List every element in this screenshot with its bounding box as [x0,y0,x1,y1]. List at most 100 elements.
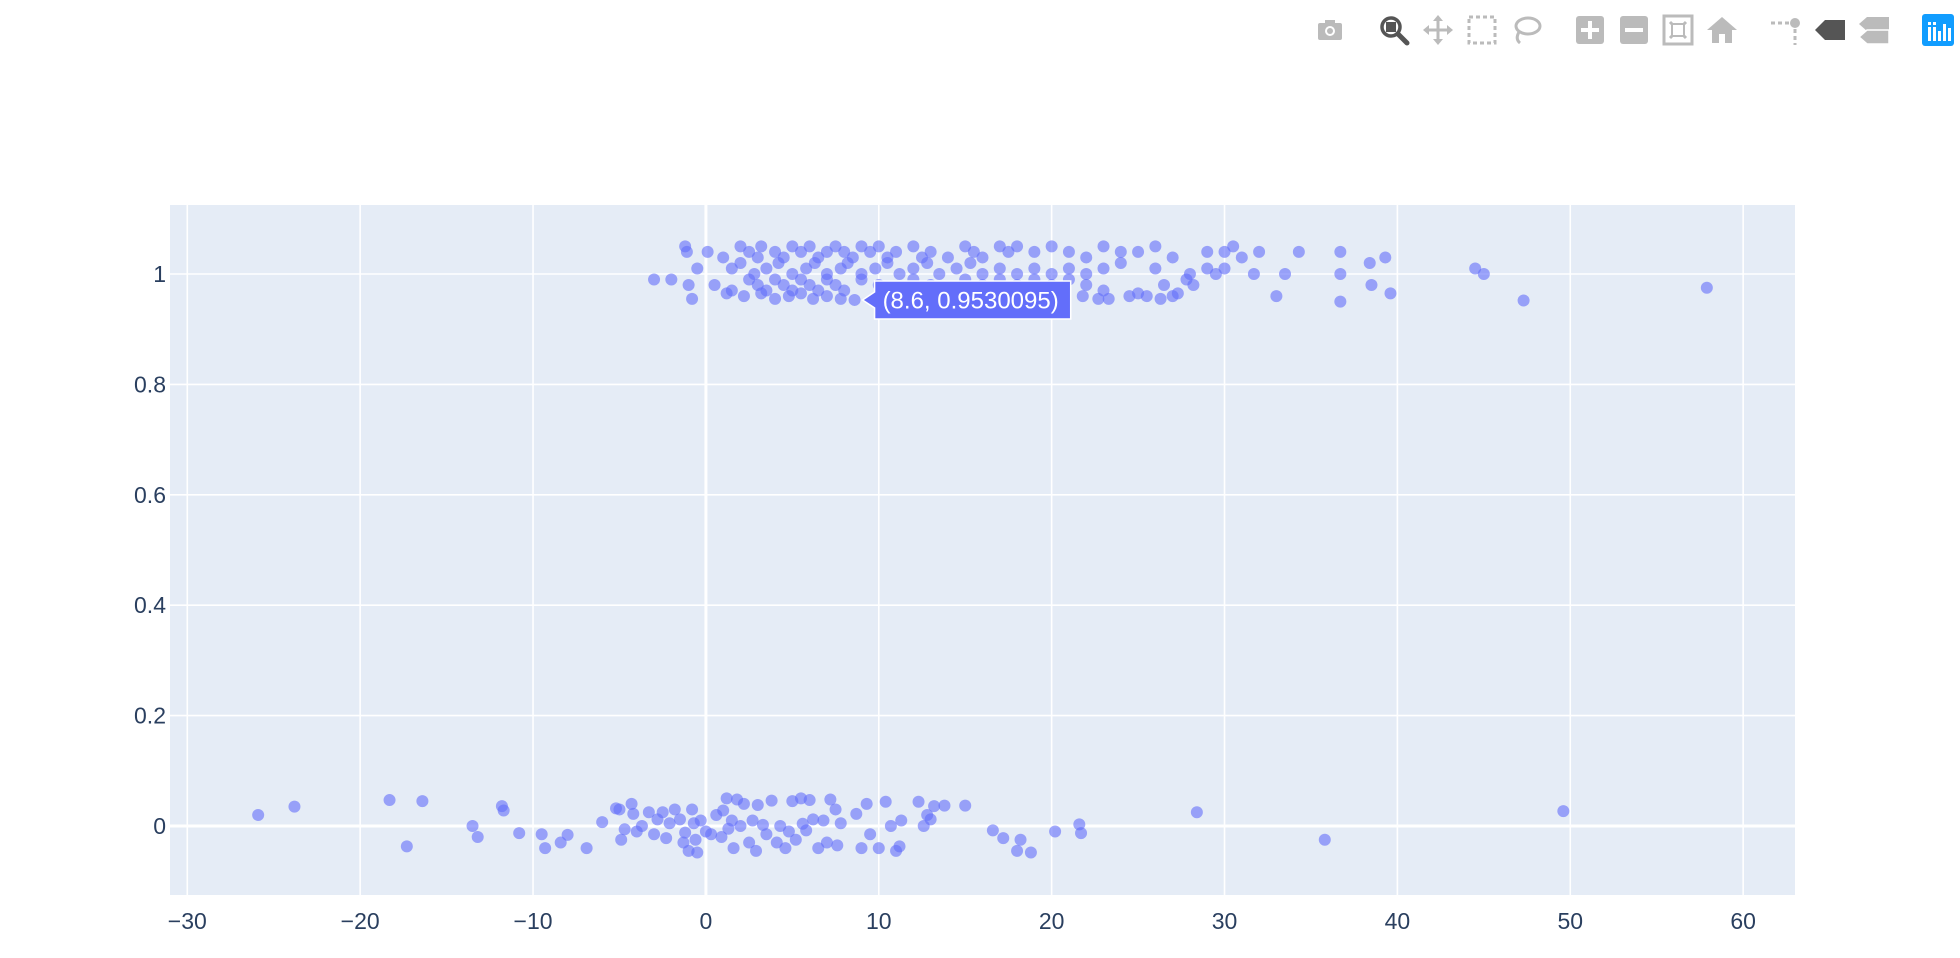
data-point[interactable] [1024,846,1037,859]
data-point[interactable] [1075,827,1088,840]
data-point[interactable] [950,262,963,275]
data-point[interactable] [596,816,609,829]
camera-button[interactable] [1308,8,1352,52]
data-point[interactable] [727,842,740,855]
data-point[interactable] [1014,833,1027,846]
data-point[interactable] [1253,245,1266,258]
data-point[interactable] [673,813,686,826]
data-point[interactable] [665,273,678,286]
data-point[interactable] [772,256,785,269]
zoom-button[interactable] [1372,8,1416,52]
data-point[interactable] [924,245,937,258]
data-point[interactable] [1011,268,1024,280]
data-point[interactable] [755,287,768,300]
data-point[interactable] [1270,290,1283,303]
data-point[interactable] [471,831,484,844]
data-point[interactable] [803,794,816,807]
data-point[interactable] [1092,292,1105,305]
data-point[interactable] [770,836,783,849]
data-point[interactable] [879,795,892,808]
data-point[interactable] [400,840,413,853]
data-point[interactable] [893,268,906,280]
data-point[interactable] [864,245,877,258]
data-point[interactable] [1140,290,1153,303]
data-point[interactable] [497,804,510,817]
data-point[interactable] [720,792,733,805]
data-point[interactable] [794,287,807,300]
data-point[interactable] [734,256,747,269]
data-point[interactable] [561,828,574,841]
data-point[interactable] [881,256,894,269]
data-point[interactable] [1097,262,1110,275]
data-point[interactable] [993,262,1006,275]
data-point[interactable] [743,245,756,258]
data-point[interactable] [1080,279,1093,292]
data-point[interactable] [820,836,833,849]
data-point[interactable] [1201,262,1214,275]
data-point[interactable] [1011,844,1024,857]
data-point[interactable] [820,290,833,303]
data-point[interactable] [765,794,778,807]
plot-area[interactable] [170,205,1795,895]
data-point[interactable] [834,292,847,305]
data-point[interactable] [976,268,989,280]
data-point[interactable] [679,826,692,839]
data-point[interactable] [800,824,813,837]
data-point[interactable] [834,817,847,830]
data-point[interactable] [691,262,704,275]
data-point[interactable] [615,833,628,846]
data-point[interactable] [613,803,626,816]
data-point[interactable] [786,268,799,280]
data-point[interactable] [1149,262,1162,275]
pan-button[interactable] [1416,8,1460,52]
data-point[interactable] [1132,245,1145,258]
data-point[interactable] [648,273,661,286]
data-point[interactable] [1166,251,1179,264]
data-point[interactable] [1154,292,1167,305]
data-point[interactable] [855,240,868,253]
data-point[interactable] [1334,268,1347,280]
hover-closest-button[interactable] [1808,8,1852,52]
data-point[interactable] [513,827,526,840]
data-point[interactable] [1114,245,1127,258]
data-point[interactable] [760,828,773,841]
data-point[interactable] [1049,825,1062,838]
data-point[interactable] [829,279,842,292]
data-point[interactable] [777,279,790,292]
data-point[interactable] [807,292,820,305]
data-point[interactable] [820,273,833,286]
data-point[interactable] [1517,294,1530,307]
data-point[interactable] [656,806,669,819]
data-point[interactable] [743,273,756,286]
data-point[interactable] [933,268,946,280]
data-point[interactable] [642,806,655,819]
data-point[interactable] [627,807,640,820]
zoom-out-button[interactable] [1612,8,1656,52]
data-point[interactable] [829,803,842,816]
data-point[interactable] [746,814,759,827]
data-point[interactable] [941,251,954,264]
data-point[interactable] [1045,268,1058,280]
data-point[interactable] [1080,268,1093,280]
data-point[interactable] [717,804,730,817]
data-point[interactable] [756,818,769,831]
data-point[interactable] [812,842,825,855]
data-point[interactable] [750,844,763,857]
data-point[interactable] [855,273,868,286]
data-point[interactable] [580,842,593,855]
data-point[interactable] [800,262,813,275]
data-point[interactable] [708,279,721,292]
data-point[interactable] [1097,240,1110,253]
data-point[interactable] [535,828,548,841]
data-point[interactable] [760,262,773,275]
data-point[interactable] [841,256,854,269]
data-point[interactable] [1011,240,1024,253]
data-point[interactable] [1477,268,1490,280]
data-point[interactable] [686,803,699,816]
data-point[interactable] [884,820,897,832]
data-point[interactable] [848,293,861,306]
data-point[interactable] [689,833,702,846]
data-point[interactable] [1080,251,1093,264]
data-point[interactable] [1045,240,1058,253]
data-point[interactable] [890,245,903,258]
